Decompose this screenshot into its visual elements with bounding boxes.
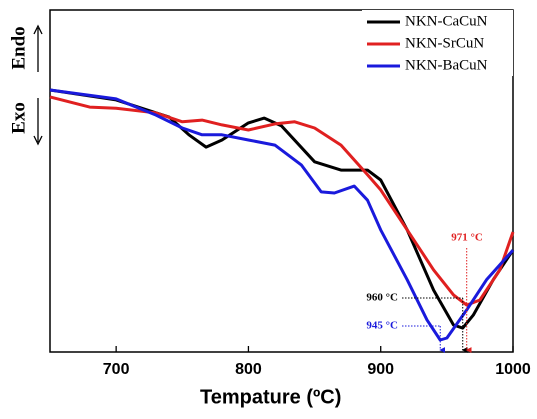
endo-arrow-head xyxy=(33,24,43,35)
x-tick-label: 700 xyxy=(103,361,130,378)
legend-label: NKN-BaCuN xyxy=(405,57,488,73)
endo-label: Endo xyxy=(8,26,29,69)
series-line xyxy=(49,95,515,307)
annotation: 960 °C xyxy=(366,292,398,304)
plot-frame xyxy=(49,9,514,353)
x-tick-label: 800 xyxy=(235,361,262,378)
legend-label: NKN-CaCuN xyxy=(405,13,488,29)
annotation: 971 °C xyxy=(451,232,483,244)
annotation: 945 °C xyxy=(366,320,398,332)
series-line xyxy=(49,88,515,330)
exo-label: Exo xyxy=(8,102,29,134)
x-tick-label: 1000 xyxy=(495,361,531,378)
legend-label: NKN-SrCuN xyxy=(405,35,484,51)
exo-arrow-head xyxy=(33,135,43,146)
x-tick-label: 900 xyxy=(367,361,394,378)
x-axis-label: Tempature (ºC) xyxy=(200,386,341,408)
series-line xyxy=(49,88,515,342)
